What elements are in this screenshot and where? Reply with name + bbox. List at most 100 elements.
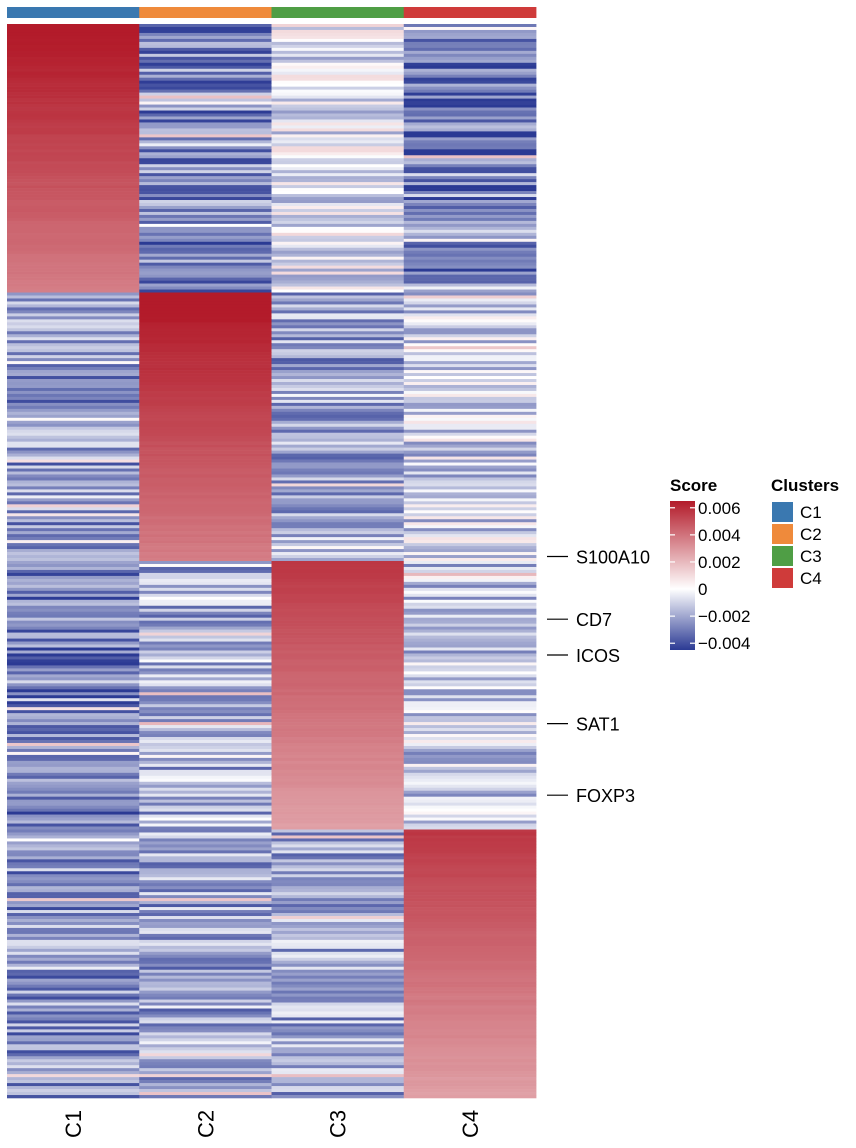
heatmap-cell bbox=[403, 731, 537, 735]
heatmap-cell bbox=[139, 611, 272, 615]
heatmap-cell bbox=[271, 384, 405, 389]
heatmap-cell bbox=[7, 841, 140, 845]
heatmap-cell bbox=[271, 904, 405, 908]
heatmap-cell bbox=[7, 572, 140, 577]
heatmap-cell bbox=[7, 1077, 140, 1081]
heatmap-cell bbox=[271, 629, 405, 633]
heatmap-cell bbox=[7, 316, 140, 320]
heatmap-cell bbox=[7, 874, 140, 878]
heatmap-cell bbox=[403, 790, 537, 794]
heatmap-cell bbox=[403, 745, 537, 750]
heatmap-cell bbox=[271, 838, 405, 842]
heatmap-cell bbox=[139, 83, 272, 87]
heatmap-cell bbox=[403, 701, 537, 705]
heatmap-cell bbox=[7, 423, 140, 428]
heatmap-cell bbox=[139, 728, 272, 732]
heatmap-cell bbox=[139, 617, 272, 621]
gene-label-cd7: CD7 bbox=[576, 610, 612, 630]
heatmap-cell bbox=[403, 599, 537, 604]
heatmap-cell bbox=[7, 632, 140, 636]
heatmap-cell bbox=[139, 1050, 272, 1054]
heatmap-cell bbox=[403, 441, 537, 445]
heatmap-cell bbox=[139, 811, 272, 815]
heatmap-cell bbox=[139, 936, 272, 941]
heatmap-cell bbox=[403, 310, 537, 314]
score-tick-label: −0.004 bbox=[698, 634, 750, 653]
heatmap-cell bbox=[403, 116, 537, 120]
heatmap-cell bbox=[139, 847, 272, 851]
heatmap-cell bbox=[7, 364, 140, 368]
heatmap-cell bbox=[139, 924, 272, 929]
heatmap-cell bbox=[7, 137, 140, 141]
heatmap-cell bbox=[403, 901, 537, 905]
heatmap-cell bbox=[139, 921, 272, 926]
heatmap-cell bbox=[271, 95, 405, 99]
heatmap-cell bbox=[403, 244, 537, 249]
heatmap-cell bbox=[7, 337, 140, 341]
heatmap-cell bbox=[271, 635, 405, 639]
heatmap-cell bbox=[403, 671, 537, 675]
heatmap-cell bbox=[139, 77, 272, 81]
heatmap-cell bbox=[139, 208, 272, 213]
heatmap-cell bbox=[403, 963, 537, 968]
heatmap-cell bbox=[271, 590, 405, 595]
heatmap-cell bbox=[403, 904, 537, 908]
heatmap-cell bbox=[7, 492, 140, 496]
heatmap-cell bbox=[139, 534, 272, 538]
heatmap-cell bbox=[139, 963, 272, 968]
heatmap-cell bbox=[139, 1017, 272, 1021]
heatmap-cell bbox=[139, 960, 272, 965]
heatmap-cell bbox=[7, 981, 140, 985]
heatmap-cell bbox=[271, 686, 405, 690]
heatmap-cell bbox=[139, 459, 272, 463]
heatmap-cell bbox=[7, 805, 140, 809]
heatmap-cell bbox=[271, 728, 405, 732]
heatmap-cell bbox=[139, 220, 272, 225]
heatmap-cell bbox=[403, 960, 537, 965]
heatmap-cell bbox=[271, 996, 405, 1000]
heatmap-cell bbox=[7, 880, 140, 884]
heatmap-cell bbox=[271, 38, 405, 43]
heatmap-cell bbox=[271, 367, 405, 371]
heatmap-cell bbox=[7, 778, 140, 783]
heatmap-cell bbox=[403, 1068, 537, 1072]
heatmap-cell bbox=[403, 787, 537, 792]
heatmap-cell bbox=[7, 32, 140, 37]
heatmap-cell bbox=[7, 683, 140, 687]
heatmap-cell bbox=[139, 1053, 272, 1057]
heatmap-cell bbox=[271, 408, 405, 413]
heatmap-cell bbox=[7, 104, 140, 108]
heatmap-cell bbox=[139, 68, 272, 73]
heatmap-cell bbox=[403, 44, 537, 49]
heatmap-cell bbox=[139, 787, 272, 792]
heatmap-cell bbox=[271, 247, 405, 252]
heatmap-cell bbox=[7, 83, 140, 87]
heatmap-cell bbox=[271, 501, 405, 505]
heatmap-cell bbox=[7, 322, 140, 326]
heatmap-cell bbox=[403, 292, 537, 296]
heatmap-cell bbox=[403, 754, 537, 759]
heatmap-cell bbox=[7, 447, 140, 451]
heatmap-cell bbox=[271, 566, 405, 571]
heatmap-cell bbox=[271, 29, 405, 34]
heatmap-cell bbox=[7, 292, 140, 296]
heatmap-cell bbox=[7, 901, 140, 905]
heatmap-cell bbox=[403, 895, 537, 899]
heatmap-cell bbox=[403, 283, 537, 287]
heatmap-cell bbox=[139, 107, 272, 111]
heatmap-cell bbox=[403, 1011, 537, 1015]
heatmap-cell bbox=[7, 80, 140, 84]
heatmap-cell bbox=[139, 477, 272, 481]
heatmap-cell bbox=[139, 581, 272, 586]
cluster-legend: Clusters C1 C2 C3 C4 bbox=[771, 476, 839, 588]
heatmap-cell bbox=[271, 364, 405, 368]
heatmap-cell bbox=[7, 781, 140, 786]
heatmap-cell bbox=[139, 817, 272, 821]
heatmap-cell bbox=[7, 376, 140, 380]
annotation-c3 bbox=[271, 7, 405, 18]
heatmap-cell bbox=[271, 316, 405, 320]
heatmap-cell bbox=[7, 271, 140, 275]
heatmap-cell bbox=[403, 56, 537, 61]
heatmap-cell bbox=[271, 128, 405, 132]
heatmap-cell bbox=[7, 113, 140, 117]
